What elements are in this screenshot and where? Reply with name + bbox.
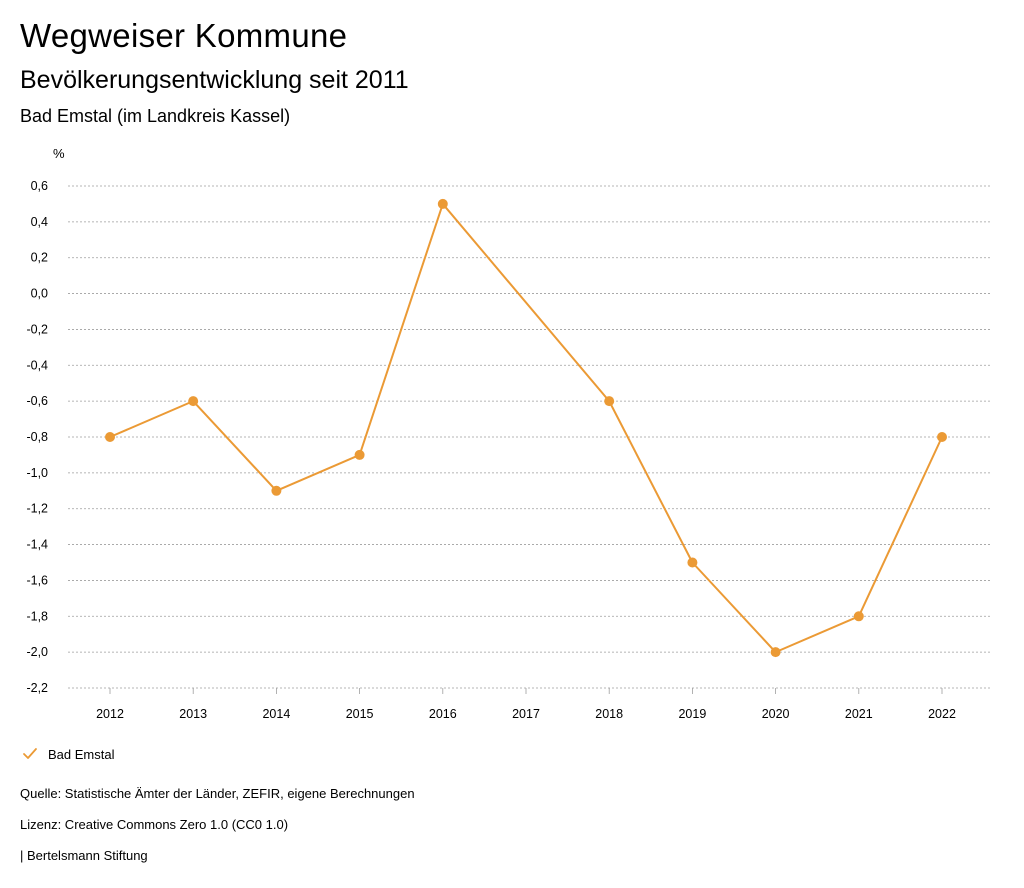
y-tick-label: -0,2: [26, 322, 48, 336]
y-tick-label: 0,6: [31, 179, 48, 193]
y-tick-label: -1,8: [26, 609, 48, 623]
data-points: [105, 198, 947, 658]
x-axis-ticks: 2012 2013 2014 2015 2016 2017 2018 2019 2020 2021…: [96, 688, 956, 721]
x-tick-label: 2013: [179, 707, 207, 721]
data-point[interactable]: [354, 449, 365, 460]
x-tick-label: 2020: [762, 707, 790, 721]
y-tick-label: -2,0: [26, 645, 48, 659]
y-tick-label: -2,2: [26, 681, 48, 695]
y-tick-label: 0,2: [31, 251, 48, 265]
line-chart: 0,6 0,4 0,2 0,0 -0,2 -0,4 -0,6 -0,8 -1,0 -1,2 -1,4…: [26, 146, 990, 721]
publisher-note: | Bertelsmann Stiftung: [20, 848, 148, 863]
app-title: Wegweiser Kommune: [20, 17, 348, 54]
data-point[interactable]: [271, 485, 282, 496]
check-icon: [22, 746, 38, 762]
x-tick-label: 2019: [678, 707, 706, 721]
source-note: Quelle: Statistische Ämter der Länder, Z…: [20, 786, 415, 801]
y-tick-label: -0,4: [26, 358, 48, 372]
series-layer: [109, 202, 943, 654]
x-tick-label: 2014: [262, 707, 290, 721]
y-tick-label: -1,2: [26, 502, 48, 516]
y-tick-label: 0,4: [31, 215, 48, 229]
region-title: Bad Emstal (im Landkreis Kassel): [20, 106, 291, 126]
x-tick-label: 2015: [346, 707, 374, 721]
page-title: Bevölkerungsentwicklung seit 2011: [20, 66, 409, 94]
y-axis-label: %: [53, 146, 65, 161]
legend-label: Bad Emstal: [48, 746, 115, 762]
x-tick-label: 2016: [429, 707, 457, 721]
data-point[interactable]: [604, 396, 615, 407]
data-point[interactable]: [853, 611, 864, 622]
y-tick-label: 0,0: [31, 287, 48, 301]
y-tick-label: -1,4: [26, 538, 48, 552]
x-tick-label: 2021: [845, 707, 873, 721]
series-line: [109, 202, 943, 654]
data-point[interactable]: [188, 396, 199, 407]
x-tick-label: 2017: [512, 707, 540, 721]
data-point[interactable]: [687, 557, 698, 568]
y-tick-label: -1,6: [26, 573, 48, 587]
data-point[interactable]: [437, 198, 448, 209]
data-point[interactable]: [937, 432, 947, 442]
legend: Bad Emstal: [22, 744, 114, 764]
y-tick-label: -0,8: [26, 430, 48, 444]
grid-lines: [68, 185, 990, 689]
y-tick-label: -1,0: [26, 466, 48, 480]
data-point[interactable]: [105, 432, 115, 442]
license-note: Lizenz: Creative Commons Zero 1.0 (CC0 1…: [20, 817, 289, 832]
y-axis-ticks: 0,6 0,4 0,2 0,0 -0,2 -0,4 -0,6 -0,8 -1,0 -1,2 -1,4…: [26, 179, 48, 695]
x-tick-label: 2022: [928, 707, 956, 721]
x-tick-label: 2018: [595, 707, 623, 721]
y-tick-label: -0,6: [26, 394, 48, 408]
x-tick-label: 2012: [96, 707, 124, 721]
data-point[interactable]: [770, 647, 781, 658]
